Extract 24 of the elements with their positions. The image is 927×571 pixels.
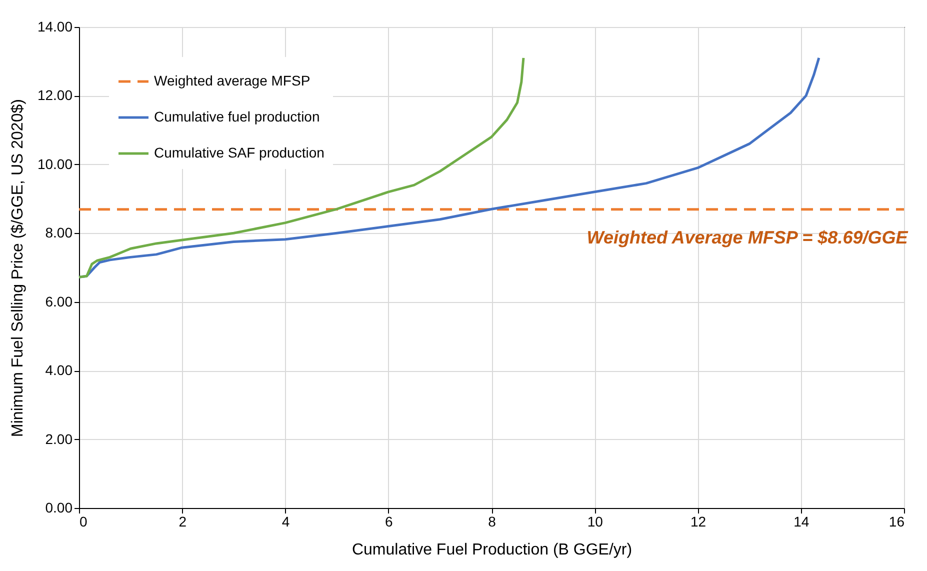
- x-tick-label: 8: [488, 514, 496, 530]
- x-tick-label: 14: [794, 514, 810, 530]
- x-tick-label: 2: [178, 514, 187, 530]
- x-tick-label: 0: [80, 514, 88, 530]
- legend-label: Cumulative fuel production: [154, 108, 320, 124]
- y-axis-title: Minimum Fuel Selling Price ($/GGE, US 2020$): [9, 99, 26, 437]
- x-tick-label: 4: [282, 514, 290, 530]
- y-tick-label: 2.00: [45, 430, 73, 447]
- y-tick-label: 14.00: [37, 18, 73, 34]
- annotation: Weighted Average MFSP = $8.69/GGE: [586, 228, 909, 248]
- y-tick-label: 4.00: [45, 362, 73, 378]
- y-tick-label: 10.00: [37, 156, 73, 172]
- y-tick-label: 8.00: [45, 224, 73, 241]
- y-tick-label: 12.00: [37, 87, 73, 104]
- x-tick-label: 6: [384, 514, 393, 530]
- legend-label: Weighted average MFSP: [154, 72, 310, 88]
- x-axis-title: Cumulative Fuel Production (B GGE/yr): [352, 542, 632, 558]
- line-series: [78, 56, 525, 278]
- x-tick-label: 12: [690, 514, 706, 530]
- y-tick-label: 0.00: [45, 500, 73, 516]
- x-tick-label: 16: [888, 514, 905, 530]
- legend-label: Cumulative SAF production: [154, 144, 324, 160]
- y-tick-label: 6.00: [45, 293, 73, 310]
- x-tick-label: 10: [587, 514, 604, 530]
